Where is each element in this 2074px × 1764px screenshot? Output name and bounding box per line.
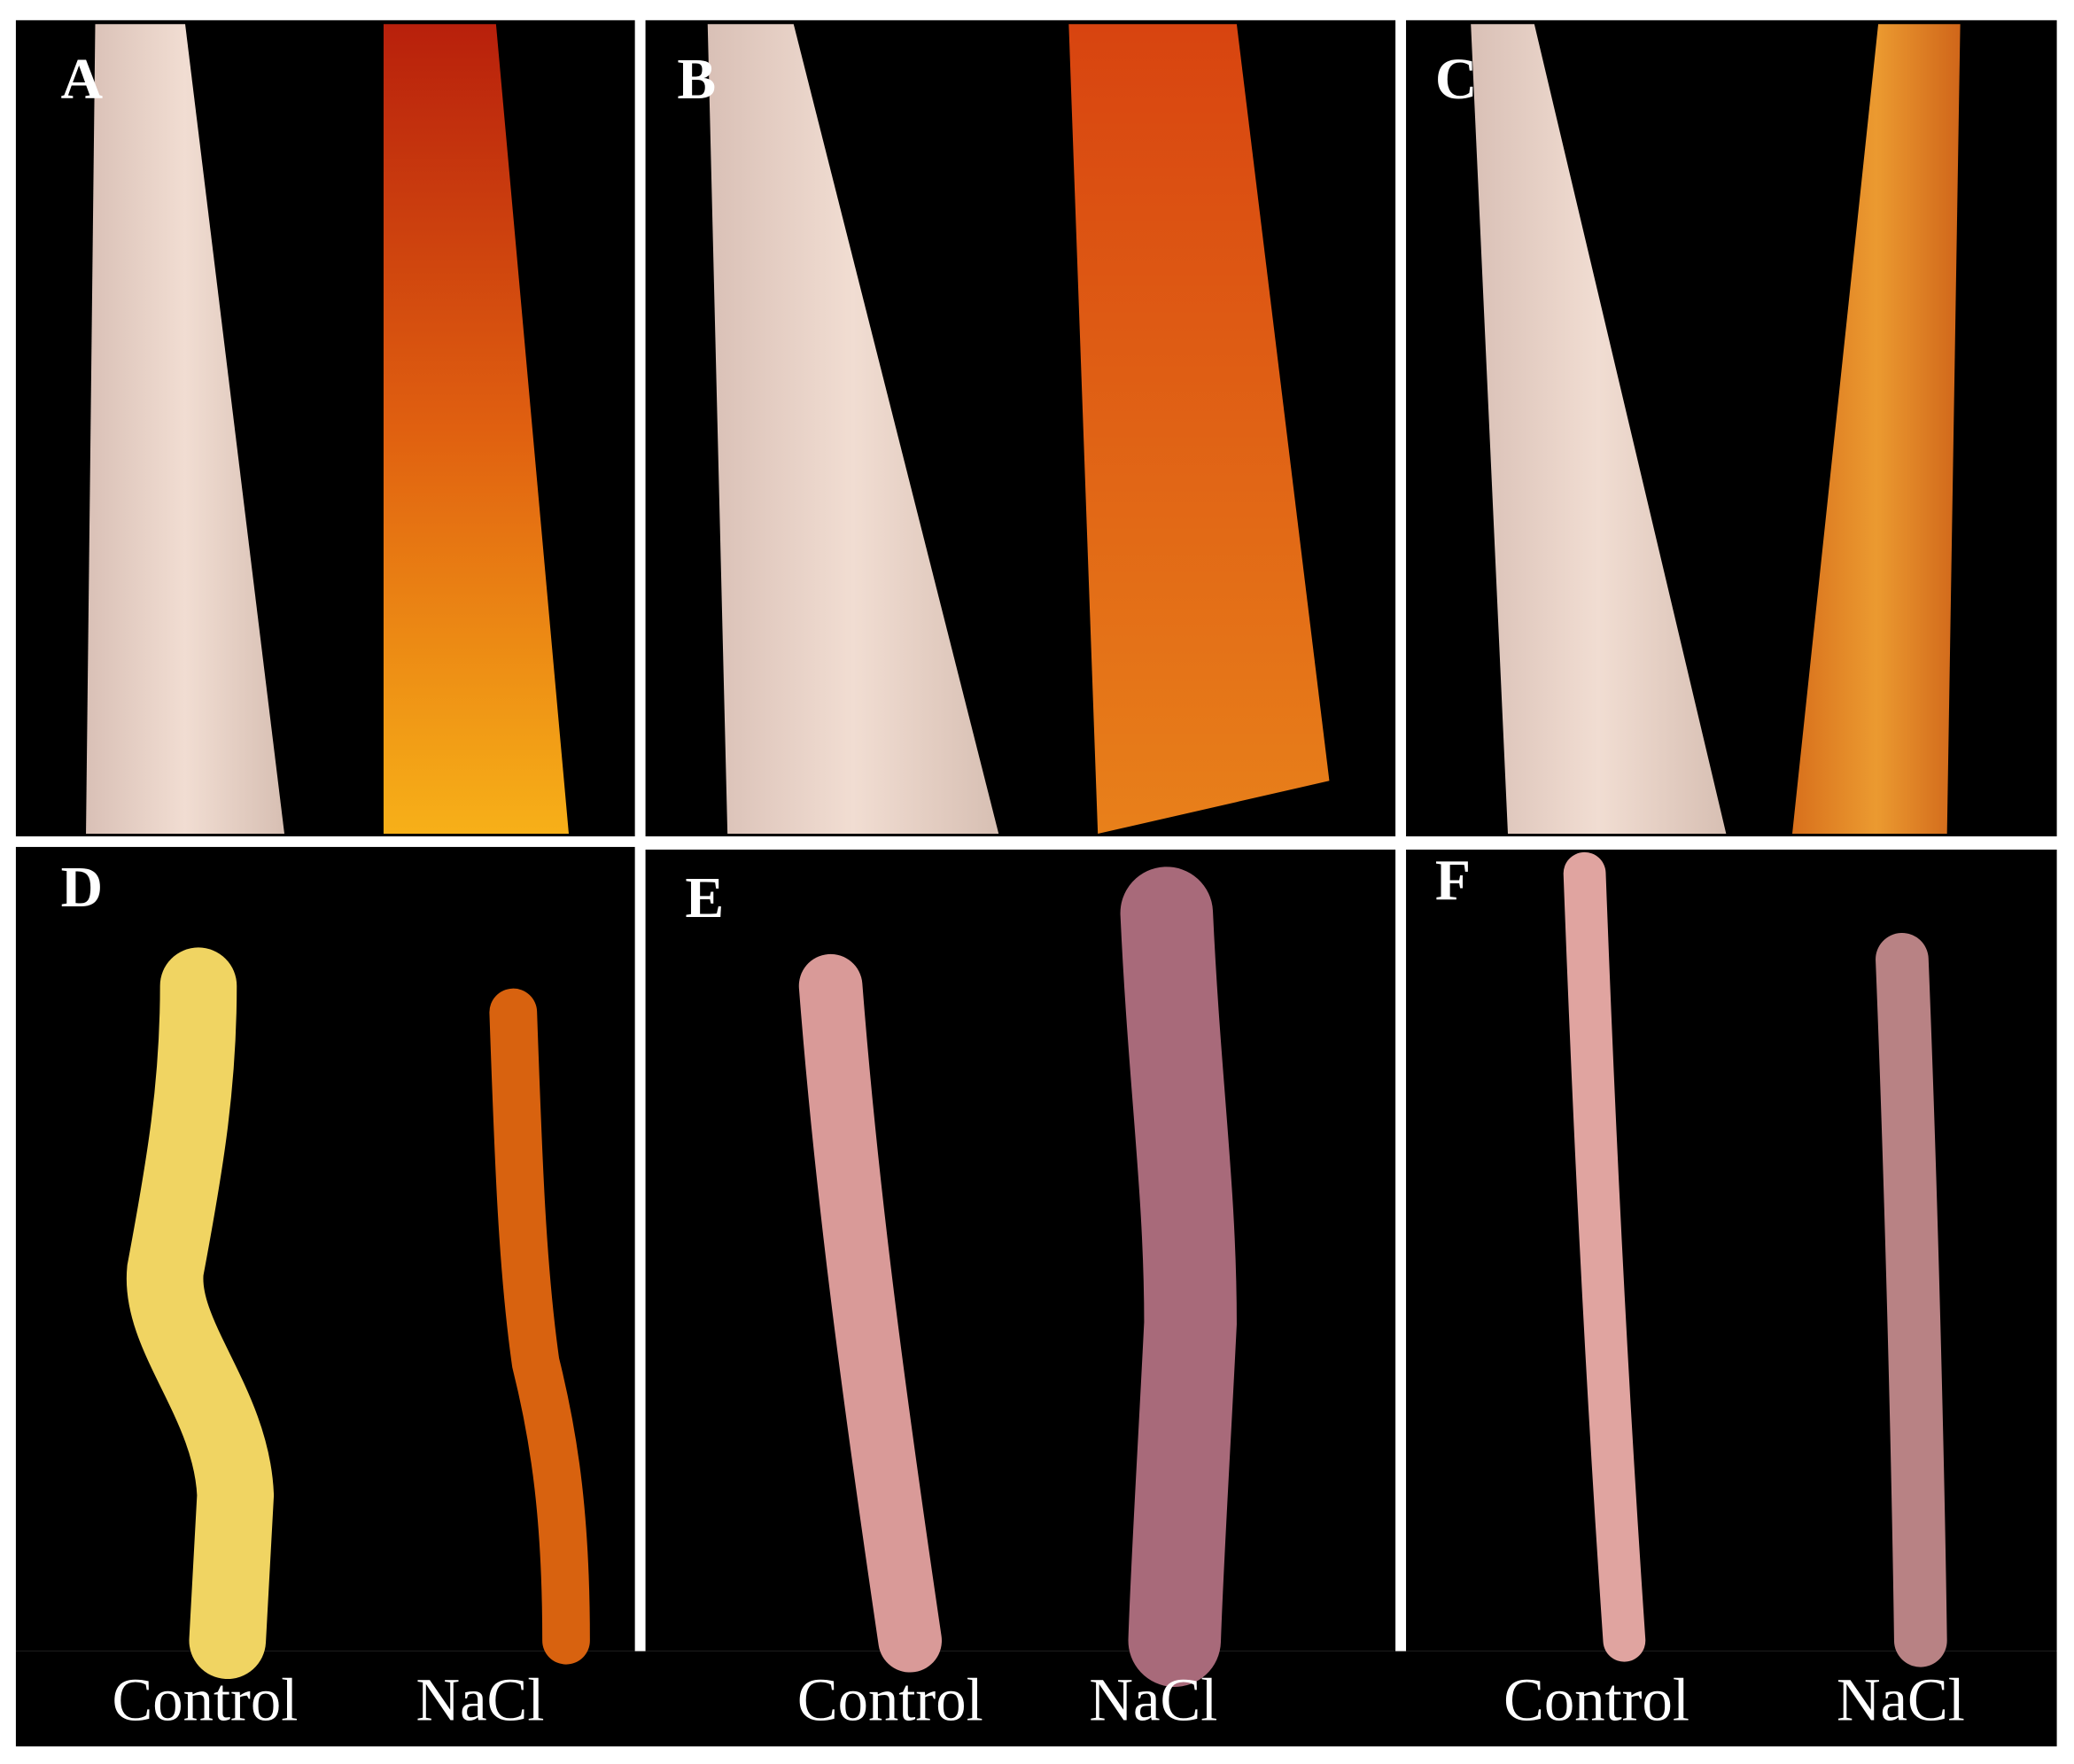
caption-control: Control xyxy=(797,1666,983,1733)
root-control xyxy=(1563,851,1646,1662)
panel-label: C xyxy=(1435,47,1477,112)
leaf-control xyxy=(86,24,284,835)
panel-e xyxy=(645,849,1396,1651)
root-nacl xyxy=(1876,932,1947,1667)
root-control xyxy=(126,947,275,1680)
caption-treatment: NaCl xyxy=(1089,1666,1217,1733)
caption-band xyxy=(15,1651,2057,1747)
panel-label: D xyxy=(61,855,103,920)
panel-label: E xyxy=(685,866,724,930)
panel-label: F xyxy=(1435,849,1471,913)
leaf-control xyxy=(1471,24,1727,835)
panel-label: B xyxy=(677,47,716,112)
root-control xyxy=(798,953,943,1673)
root-nacl xyxy=(489,988,590,1665)
caption-treatment: NaCl xyxy=(1837,1666,1965,1733)
panel-f xyxy=(1406,849,2057,1651)
panel-label: A xyxy=(61,47,103,112)
caption-treatment: NaCl xyxy=(416,1666,544,1733)
caption-control: Control xyxy=(1503,1666,1689,1733)
root-nacl xyxy=(1120,866,1237,1687)
leaf-nacl xyxy=(1068,24,1330,835)
caption-control: Control xyxy=(113,1666,299,1733)
leaf-nacl xyxy=(383,24,569,835)
leaf-control xyxy=(707,24,999,835)
leaf-nacl xyxy=(1791,24,1961,835)
